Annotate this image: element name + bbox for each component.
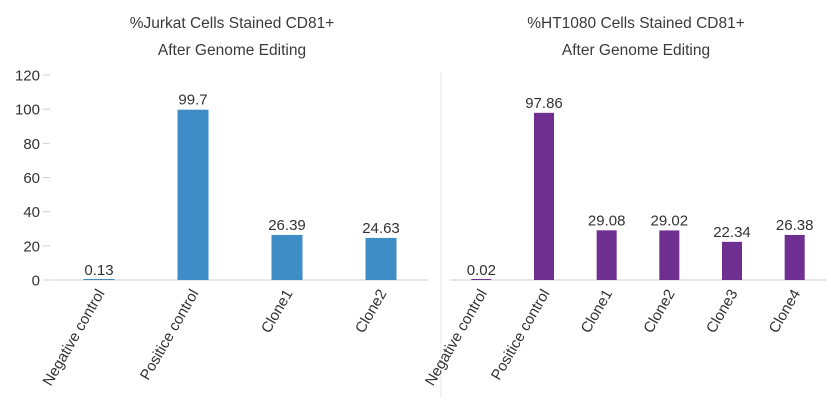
bar: [784, 234, 805, 280]
data-label: 97.86: [525, 95, 563, 112]
y-tick-label: 120: [15, 68, 40, 85]
bar: [177, 109, 209, 280]
data-label: 24.63: [362, 220, 400, 237]
data-label: 22.34: [713, 224, 751, 241]
right-chart-subtitle: After Genome Editing: [562, 42, 710, 59]
y-tick-label: 60: [23, 170, 40, 187]
data-label: 26.39: [268, 217, 306, 234]
bar: [596, 230, 617, 280]
y-tick-label: 100: [15, 102, 40, 119]
bar: [271, 234, 303, 280]
y-tick-label: 40: [23, 204, 40, 221]
data-label: 26.38: [776, 217, 814, 234]
data-label: 29.08: [588, 212, 626, 229]
bar: [659, 230, 680, 280]
y-tick-label: 20: [23, 238, 40, 255]
bar: [722, 241, 742, 280]
right-chart-title: %HT1080 Cells Stained CD81+: [527, 15, 745, 32]
data-label: 0.02: [467, 262, 496, 279]
bar: [83, 279, 115, 280]
left-chart-subtitle: After Genome Editing: [158, 42, 306, 59]
data-label: 29.02: [651, 212, 689, 229]
data-label: 0.13: [84, 262, 113, 279]
left-chart-title: %Jurkat Cells Stained CD81+: [130, 15, 335, 32]
bar: [365, 237, 397, 280]
data-label: 99.7: [178, 92, 207, 109]
y-tick-label: 0: [32, 273, 40, 290]
bar: [534, 112, 554, 280]
y-tick-label: 80: [23, 136, 40, 153]
bar: [471, 279, 492, 280]
